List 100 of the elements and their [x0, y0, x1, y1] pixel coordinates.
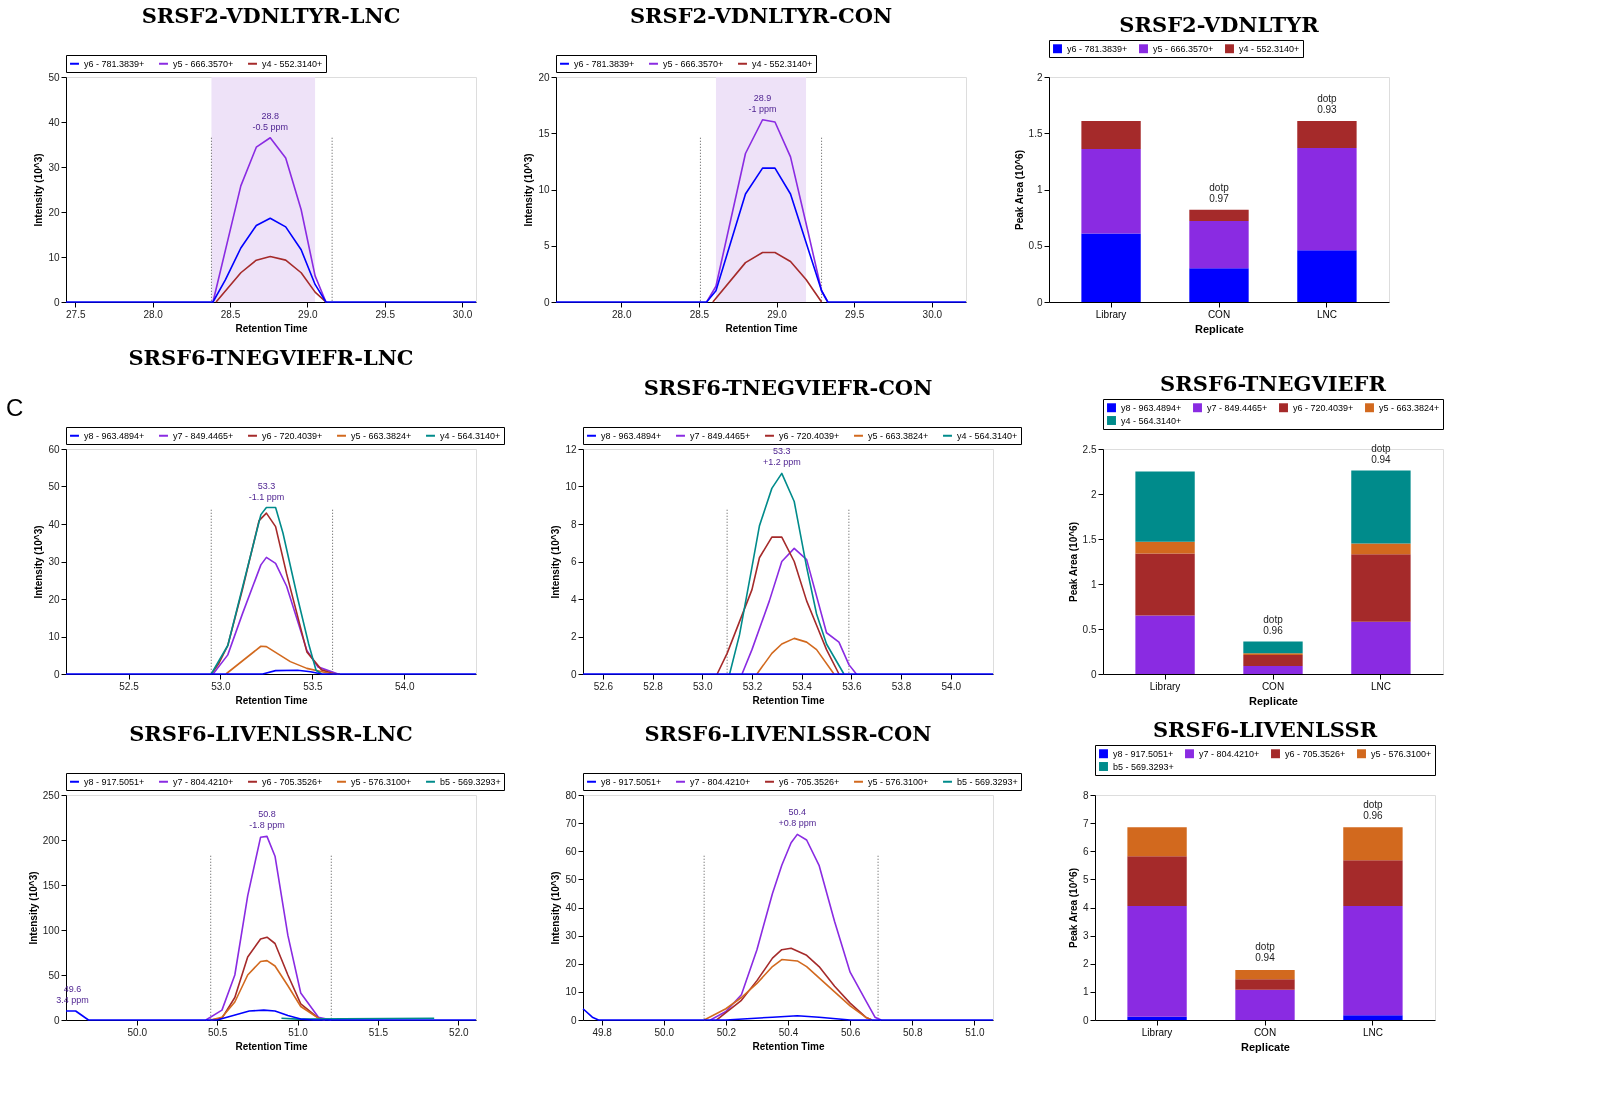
y-tick-label: 150: [42, 879, 60, 891]
legend-label: y8 - 963.4894+: [84, 430, 145, 441]
y-tick-label: 2: [1090, 488, 1097, 500]
bar: [1135, 615, 1195, 674]
annotation: 0.96: [1363, 810, 1384, 822]
legend-label: y7 - 849.4465+: [173, 430, 234, 441]
y-tick-label: 8: [1082, 789, 1089, 801]
legend-label: y5 - 663.3824+: [1379, 402, 1440, 413]
y-tick-label: 100: [42, 924, 60, 936]
y-tick-label: 1: [1082, 986, 1089, 998]
x-tick-label: 50.0: [127, 1026, 148, 1038]
y-tick-label: 40: [565, 902, 577, 913]
y-tick-label: 4: [1082, 902, 1089, 913]
x-axis-title: Retention Time: [752, 1040, 825, 1052]
legend-label: y5 - 576.3100+: [868, 776, 929, 787]
chart-title: SRSF6-LIVENLSSR-LNC: [129, 720, 413, 746]
annotation: dotp: [1371, 442, 1392, 454]
y-axis-title: Intensity (10^3): [33, 525, 45, 599]
annotation: 28.9: [753, 92, 772, 103]
y-axis-title: Peak Area (10^6): [1067, 522, 1079, 602]
x-axis-title: Replicate: [1195, 322, 1244, 335]
x-axis-title: Replicate: [1241, 1040, 1290, 1053]
x-tick-label: 53.6: [842, 680, 863, 692]
bar: [1189, 209, 1249, 221]
bar: [1297, 147, 1357, 251]
x-tick-label: LNC: [1362, 1026, 1383, 1038]
bar: [1235, 979, 1295, 990]
line-series: [215, 255, 327, 303]
annotation: 0.96: [1263, 624, 1284, 636]
x-tick-label: 50.6: [840, 1026, 861, 1038]
y-tick-label: 60: [48, 443, 60, 455]
y-tick-label: 4: [570, 593, 577, 605]
x-tick-label: 51.5: [368, 1026, 389, 1038]
annotation: 50.4: [788, 807, 807, 818]
x-tick-label: CON: [1261, 680, 1285, 692]
annotation: 0.94: [1371, 453, 1392, 465]
bar: [1343, 1015, 1403, 1020]
x-tick-label: 50.5: [207, 1026, 228, 1038]
legend-label: y6 - 705.3526+: [1285, 748, 1346, 759]
annotation: dotp: [1317, 92, 1338, 104]
x-tick-label: 28.5: [689, 308, 710, 320]
bar: [1127, 827, 1187, 857]
y-tick-label: 0.5: [1082, 623, 1097, 635]
x-tick-label: 30.0: [922, 308, 943, 320]
x-axis-title: Retention Time: [725, 322, 798, 334]
bar: [1081, 149, 1141, 234]
y-tick-label: 200: [42, 834, 60, 846]
chart-title: SRSF2-VDNLTYR: [1119, 11, 1320, 37]
legend-label: y6 - 781.3839+: [84, 58, 145, 69]
legend-label: y7 - 804.4210+: [690, 776, 751, 787]
annotation: -1.1 ppm: [248, 491, 285, 502]
legend-label: y8 - 917.5051+: [1113, 748, 1174, 759]
x-tick-label: 28.5: [220, 308, 241, 320]
y-tick-label: 2.5: [1082, 443, 1097, 455]
bar: [1135, 553, 1195, 616]
legend-label: y7 - 849.4465+: [690, 430, 751, 441]
bar: [1235, 969, 1295, 980]
legend-label: b5 - 569.3293+: [957, 776, 1018, 787]
x-tick-label: 29.0: [298, 308, 319, 320]
y-tick-label: 6: [570, 556, 577, 567]
chart-title: SRSF2-VDNLTYR-LNC: [141, 2, 401, 28]
x-tick-label: 50.0: [654, 1026, 675, 1038]
bar: [1297, 120, 1357, 148]
bar: [1235, 989, 1295, 1020]
y-tick-label: 0.5: [1028, 240, 1043, 252]
annotation: -1 ppm: [748, 103, 777, 114]
y-tick-label: 0: [53, 296, 60, 308]
x-tick-label: 54.0: [941, 680, 962, 692]
x-tick-label: 53.4: [792, 680, 813, 692]
x-tick-label: 52.5: [119, 680, 140, 692]
legend-label: y6 - 781.3839+: [574, 58, 635, 69]
x-tick-label: 53.5: [303, 680, 324, 692]
y-axis-title: Intensity (10^3): [550, 871, 562, 945]
legend-label: y5 - 666.3570+: [173, 58, 234, 69]
line-series: [741, 547, 858, 675]
annotation: 0.93: [1317, 103, 1338, 115]
x-axis-title: Retention Time: [235, 322, 308, 334]
x-axis-title: Retention Time: [235, 694, 308, 706]
legend-label: y4 - 564.3140+: [957, 430, 1018, 441]
bar: [1351, 554, 1411, 622]
x-tick-label: 49.8: [592, 1026, 613, 1038]
y-tick-label: 2: [570, 631, 577, 642]
legend-label: y4 - 552.3140+: [752, 58, 813, 69]
y-tick-label: 10: [538, 184, 550, 195]
annotation: dotp: [1263, 613, 1284, 625]
legend-label: y5 - 663.3824+: [868, 430, 929, 441]
y-tick-label: 60: [565, 845, 577, 857]
x-tick-label: 28.0: [143, 308, 164, 320]
x-tick-label: 52.0: [449, 1026, 469, 1038]
bar: [1343, 827, 1403, 861]
x-tick-label: 53.0: [211, 680, 232, 692]
y-axis-title: Peak Area (10^6): [1067, 868, 1079, 948]
bar: [1127, 906, 1187, 1017]
y-tick-label: 15: [538, 127, 550, 139]
legend-label: y5 - 663.3824+: [351, 430, 412, 441]
x-axis-title: Retention Time: [752, 694, 825, 706]
y-tick-label: 3: [1082, 930, 1089, 942]
y-tick-label: 10: [565, 986, 577, 998]
chart-title: SRSF6-LIVENLSSR: [1152, 716, 1378, 742]
y-tick-label: 1: [1036, 184, 1043, 195]
